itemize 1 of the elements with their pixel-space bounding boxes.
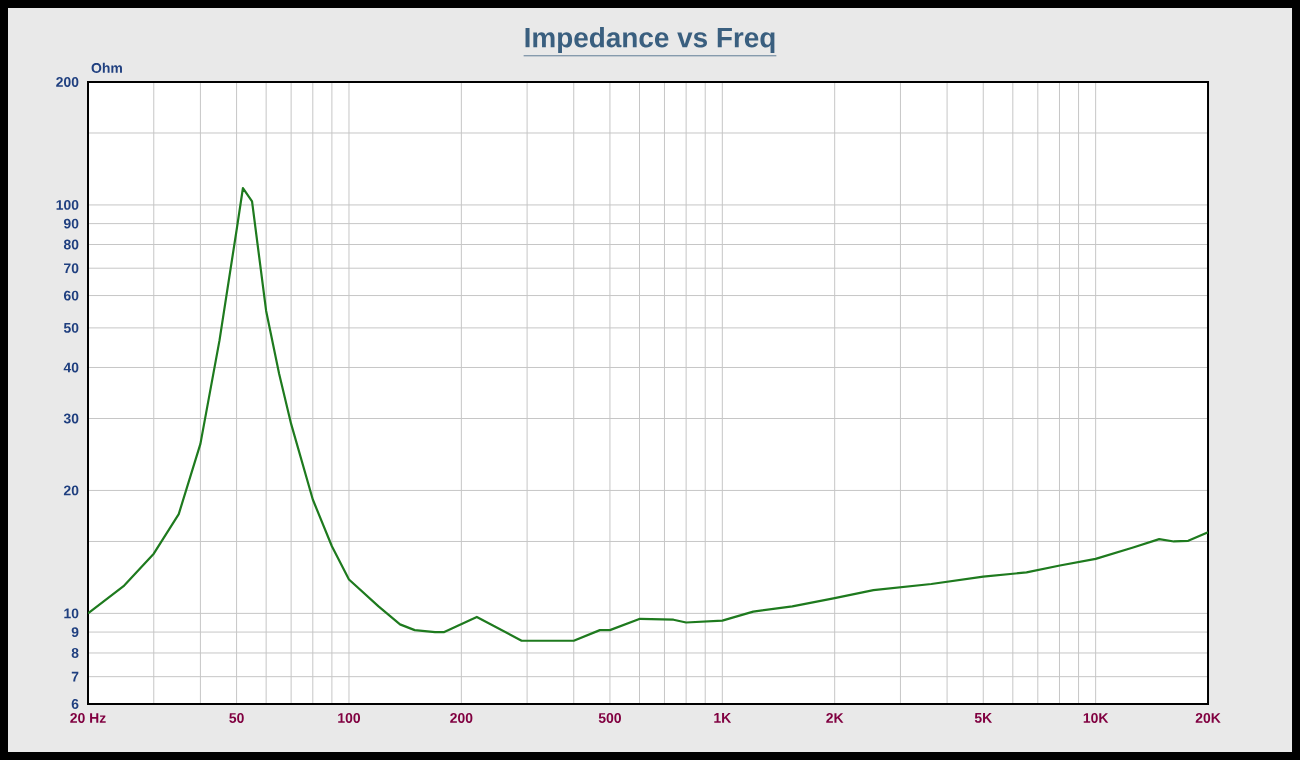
chart-title: Impedance vs Freq <box>525 26 775 53</box>
